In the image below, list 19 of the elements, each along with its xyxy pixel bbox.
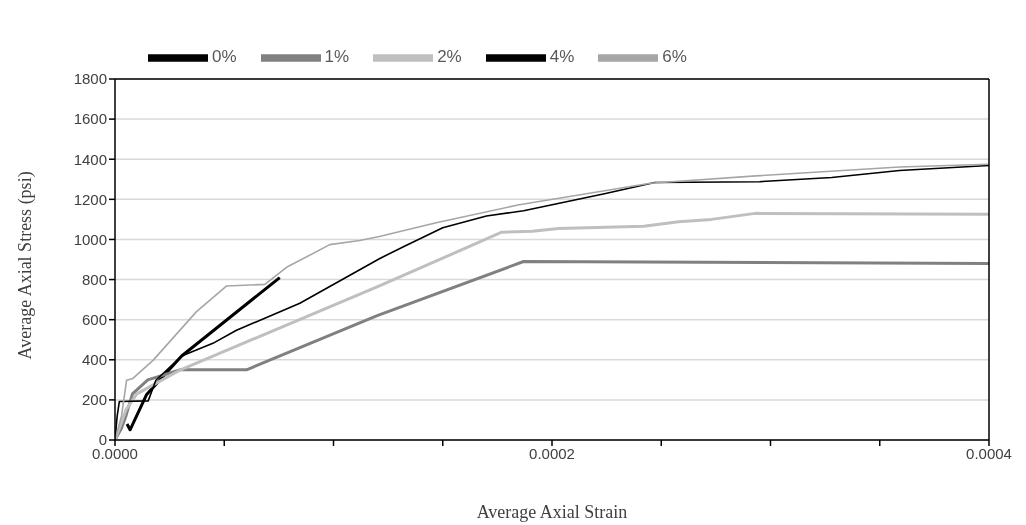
y-tick-label: 800 [81, 270, 107, 288]
x-tick-label: 0.0002 [529, 444, 575, 462]
legend-label: 2% [437, 47, 462, 67]
legend-label: 4% [549, 47, 575, 67]
x-tick-label: 0.0004 [966, 444, 1012, 462]
y-axis-title: Average Axial Stress (psi) [15, 171, 37, 360]
y-tick-label: 1600 [73, 110, 107, 128]
y-tick-label: 1200 [73, 190, 107, 208]
x-axis-title: Average Axial Strain [476, 502, 628, 522]
y-tick-label: 600 [81, 310, 107, 328]
legend-label: 1% [324, 47, 350, 67]
y-tick-label: 400 [81, 351, 107, 369]
y-tick-label: 1000 [73, 230, 107, 248]
y-tick-label: 200 [81, 391, 107, 409]
line-series [125, 276, 282, 432]
legend-label: 0% [212, 47, 237, 67]
y-tick-label: 1400 [73, 150, 107, 168]
y-tick-label: 1800 [73, 70, 107, 88]
legend-label: 6% [662, 47, 687, 67]
